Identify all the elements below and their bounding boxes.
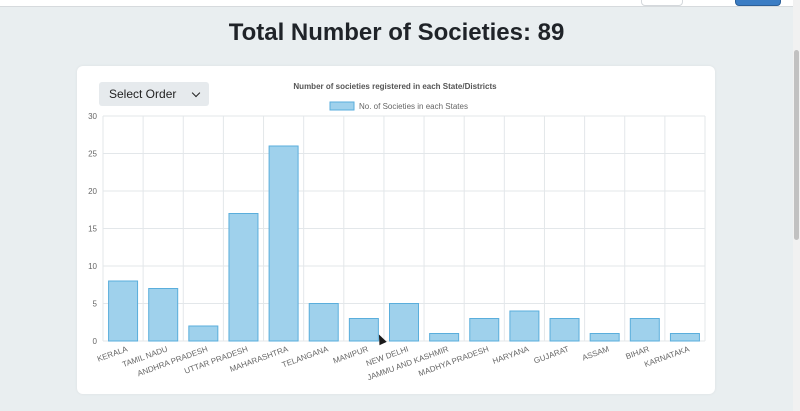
x-tick-label: TELANGANA (281, 344, 330, 369)
y-tick-label: 30 (88, 112, 97, 121)
scrollbar-thumb[interactable] (794, 50, 799, 240)
x-tick-label: HARYANA (491, 344, 530, 366)
bar (148, 288, 179, 342)
y-tick-label: 0 (93, 337, 98, 346)
bar (108, 280, 139, 342)
bar (188, 325, 219, 342)
x-tick-label: MANIPUR (332, 344, 370, 365)
nav-button[interactable] (735, 0, 781, 6)
legend-label: No. of Societies in each States (359, 102, 468, 111)
bar (348, 318, 379, 342)
chart-title: Number of societies registered in each S… (293, 82, 497, 91)
scrollbar[interactable] (793, 0, 800, 411)
bar (669, 333, 700, 342)
bar (549, 318, 580, 342)
nav-tab[interactable] (641, 0, 683, 6)
y-tick-label: 20 (88, 187, 97, 196)
legend-swatch (329, 101, 355, 111)
bar (429, 333, 460, 342)
x-tick-label: ASSAM (581, 344, 611, 362)
page-title: Total Number of Societies: 89 (228, 19, 565, 46)
bar (469, 318, 500, 342)
top-navbar (0, 0, 793, 7)
bar (268, 145, 299, 342)
y-tick-label: 10 (88, 262, 97, 271)
bar (509, 310, 540, 342)
bar (589, 333, 620, 342)
x-tick-label: KARNATAKA (643, 344, 691, 369)
bar (228, 213, 259, 342)
bar (629, 318, 660, 342)
bar (308, 303, 339, 342)
select-order-dropdown[interactable]: Select Order (99, 82, 209, 106)
y-tick-label: 5 (93, 300, 98, 309)
bar (389, 303, 419, 342)
x-tick-label: MADHYA PRADESH (417, 344, 490, 378)
select-order-label: Select Order (109, 87, 177, 101)
y-tick-label: 25 (88, 150, 97, 159)
y-tick-label: 15 (88, 225, 97, 234)
x-tick-label: GUJARAT (533, 344, 571, 365)
